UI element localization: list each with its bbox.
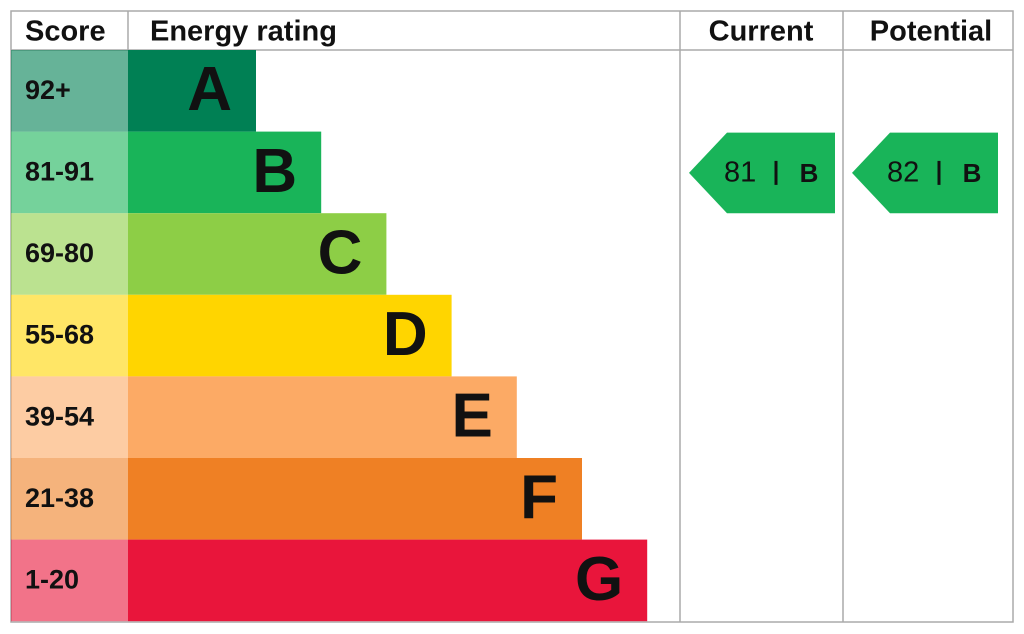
rating-bar bbox=[128, 376, 517, 458]
rating-letter: F bbox=[520, 463, 558, 532]
score-range: 55-68 bbox=[25, 320, 94, 350]
score-cell bbox=[11, 376, 128, 458]
rating-letter: E bbox=[451, 382, 492, 451]
score-cell bbox=[11, 50, 128, 132]
rating-letter: B bbox=[252, 137, 297, 206]
rating-arrow bbox=[852, 132, 998, 214]
score-cell bbox=[11, 539, 128, 622]
score-range: 69-80 bbox=[25, 238, 94, 268]
header-score: Score bbox=[25, 16, 106, 48]
score-cell bbox=[11, 458, 128, 540]
score-range: 1-20 bbox=[25, 565, 79, 595]
rating-letter: D bbox=[383, 300, 428, 369]
score-range: 92+ bbox=[25, 75, 71, 105]
rating-bar bbox=[128, 294, 452, 377]
rating-bar bbox=[128, 131, 322, 214]
rating-bar bbox=[128, 50, 256, 132]
score-cell bbox=[11, 131, 128, 214]
rating-bar bbox=[128, 458, 582, 540]
rating-value: 81 bbox=[724, 157, 756, 189]
score-range: 39-54 bbox=[25, 401, 94, 431]
rating-letter: A bbox=[187, 55, 232, 124]
rating-bar bbox=[128, 539, 648, 622]
score-cell bbox=[11, 294, 128, 377]
score-range: 81-91 bbox=[25, 157, 94, 187]
rating-letter: G bbox=[575, 545, 623, 614]
rating-arrow bbox=[689, 132, 835, 214]
header-current: Current bbox=[709, 16, 814, 48]
rating-value: 82 bbox=[887, 157, 919, 189]
header-rating: Energy rating bbox=[150, 16, 337, 48]
rating-band: B bbox=[800, 158, 819, 188]
header-potential: Potential bbox=[870, 16, 992, 48]
rating-band: B bbox=[963, 158, 982, 188]
score-range: 21-38 bbox=[25, 483, 94, 513]
score-cell bbox=[11, 213, 128, 295]
rating-letter: C bbox=[318, 218, 363, 287]
rating-bar bbox=[128, 213, 387, 295]
